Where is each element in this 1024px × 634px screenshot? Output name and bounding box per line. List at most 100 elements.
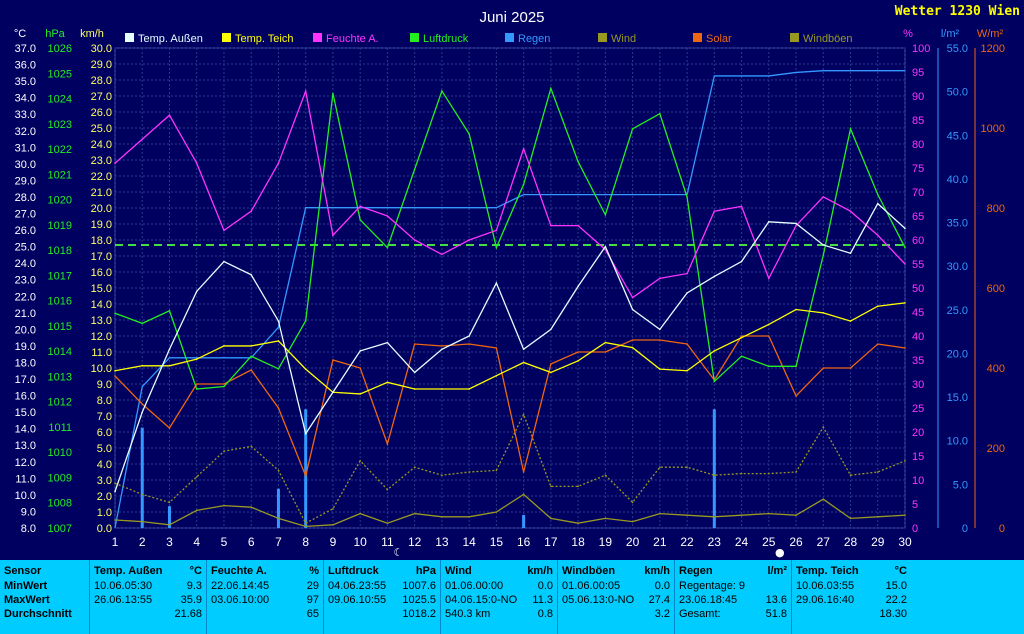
series-solar-point xyxy=(631,339,634,341)
series-luftdruck-point xyxy=(250,355,253,358)
tick-label-humidity: 15 xyxy=(912,451,924,463)
series-feuchte-point xyxy=(604,248,607,251)
series-luftdruck-point xyxy=(468,133,470,135)
axes: 37.036.035.034.033.032.031.030.029.028.0… xyxy=(14,28,1005,549)
axis-unit-temp: °C xyxy=(14,28,26,40)
tick-label-pressure: 1022 xyxy=(48,144,72,156)
x-tick-label: 27 xyxy=(817,535,831,549)
series-temp_teich-point xyxy=(795,308,797,311)
tick-label-wind: 3.0 xyxy=(97,475,112,487)
series-temp_aussen-point xyxy=(277,320,280,322)
series-temp_aussen-point xyxy=(332,391,334,394)
tick-label-wind: 25.0 xyxy=(91,123,112,135)
tick-label-wind: 21.0 xyxy=(91,187,112,199)
stat-row: 18.30 xyxy=(879,608,907,620)
tick-label-humidity: 90 xyxy=(912,91,924,103)
series-luftdruck-point xyxy=(386,246,389,249)
tick-label-temp: 11.0 xyxy=(15,473,36,485)
x-tick-label: 24 xyxy=(735,535,749,549)
tick-label-temp: 14.0 xyxy=(15,424,36,436)
series-temp_teich-line xyxy=(114,302,906,395)
series-feuchte-point xyxy=(740,205,743,208)
tick-label-pressure: 1009 xyxy=(48,472,72,484)
tick-label-humidity: 50 xyxy=(912,283,924,295)
series-temp_aussen-point xyxy=(250,273,253,276)
x-tick-label: 9 xyxy=(330,535,337,549)
series-wind-point xyxy=(441,516,443,518)
tick-label-wind: 11.0 xyxy=(91,347,112,359)
tick-label-temp: 26.0 xyxy=(15,225,36,237)
series-temp_aussen-point xyxy=(413,371,416,374)
tick-label-humidity: 45 xyxy=(912,307,924,319)
series-windboeen-point xyxy=(876,471,879,473)
series-temp_teich-point xyxy=(359,393,361,395)
tick-label-temp: 18.0 xyxy=(15,357,36,369)
stat-column-windb-en: Windböen km/h 01.06. 00:05 0.0 05.06. 13:0-NO 2… xyxy=(557,560,674,634)
series-feuchte-line xyxy=(114,88,906,299)
series-luftdruck-point xyxy=(495,246,498,249)
stat-header: Regen l/m² xyxy=(679,565,787,577)
series-feuchte-point xyxy=(686,272,688,275)
x-tick-label: 11 xyxy=(381,535,394,549)
tick-label-rain: 45.0 xyxy=(947,130,968,142)
tick-label-pressure: 1012 xyxy=(48,397,72,409)
x-tick-label: 13 xyxy=(435,535,449,549)
series-feuchte-point xyxy=(767,277,770,280)
tick-label-wind: 17.0 xyxy=(91,251,112,263)
series-feuchte-point xyxy=(195,162,198,164)
series-wind-point xyxy=(386,522,389,524)
series-solar-point xyxy=(413,343,416,345)
tick-label-wind: 18.0 xyxy=(91,235,112,247)
tick-label-wind: 0.0 xyxy=(97,523,112,535)
tick-label-temp: 22.0 xyxy=(15,291,36,303)
series-windboeen-point xyxy=(904,460,906,462)
series-temp_teich-point xyxy=(849,320,852,322)
series-solar-point xyxy=(386,443,389,445)
series-wind-point xyxy=(822,498,825,501)
series-wind-point xyxy=(277,517,280,520)
tick-label-solar: 200 xyxy=(987,443,1005,455)
series-wind-point xyxy=(767,512,770,515)
axis-unit-humidity: % xyxy=(903,28,913,40)
stat-column-feuchte-a-: Feuchte A.% 22.06. 14:45 29 03.06. 10:00 97 65 xyxy=(206,560,323,634)
series-feuchte-point xyxy=(550,224,552,227)
x-tick-label: 23 xyxy=(708,535,722,549)
tick-label-wind: 16.0 xyxy=(91,267,112,279)
series-temp_teich-point xyxy=(713,350,716,352)
tick-label-humidity: 55 xyxy=(912,259,924,271)
series-feuchte-point xyxy=(359,205,361,208)
series-temp_teich-point xyxy=(168,364,171,367)
series-luftdruck-point xyxy=(849,128,852,130)
series-temp_teich-point xyxy=(822,312,825,314)
series-feuchte-point xyxy=(659,277,661,280)
x-tick-label: 30 xyxy=(898,535,912,549)
x-tick-label: 10 xyxy=(353,535,367,549)
tick-label-temp: 24.0 xyxy=(15,258,36,270)
tick-label-temp: 32.0 xyxy=(15,126,36,138)
tick-label-humidity: 75 xyxy=(912,163,924,175)
x-tick-label: 5 xyxy=(221,535,228,549)
series-windboeen-point xyxy=(141,493,144,496)
series-temp_aussen-point xyxy=(604,245,607,248)
tick-label-pressure: 1011 xyxy=(48,422,72,434)
series-luftdruck-point xyxy=(904,246,906,249)
tick-label-temp: 13.0 xyxy=(15,440,36,452)
stat-header: Temp. Teich °C xyxy=(796,565,907,577)
series-temp_teich-point xyxy=(304,368,307,370)
tick-label-temp: 19.0 xyxy=(15,341,36,353)
stat-row: Regentage: 9 xyxy=(679,580,746,592)
series-wind-point xyxy=(223,504,225,507)
tick-label-temp: 34.0 xyxy=(15,93,36,105)
series-solar-point xyxy=(822,367,825,369)
tick-label-wind: 29.0 xyxy=(91,59,112,71)
series-temp_aussen-point xyxy=(522,348,525,351)
series-luftdruck-point xyxy=(659,112,661,115)
x-tick-label: 7 xyxy=(275,535,282,549)
tick-label-humidity: 5 xyxy=(912,499,918,511)
chart-title: Juni 2025 xyxy=(479,9,544,26)
stat-column-luftdruck: Luftdruck hPa 04.06. 23:55 1007.6 09.06. 10:55… xyxy=(323,560,440,634)
tick-label-rain: 5.0 xyxy=(953,479,968,491)
stat-row: 10.06. 03:55 15.0 xyxy=(796,580,907,592)
tick-label-solar: 1200 xyxy=(981,43,1005,55)
series-wind-point xyxy=(359,512,361,515)
